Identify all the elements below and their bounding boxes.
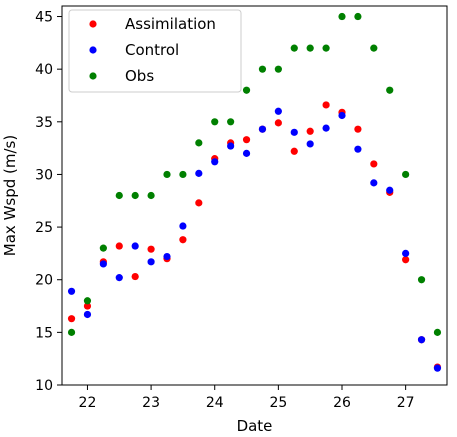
y-tick-label-6: 40 (35, 62, 53, 78)
point-obs-16 (322, 44, 330, 52)
point-obs-6 (163, 170, 171, 179)
point-assimilation-0 (67, 315, 76, 323)
y-tick-label-2: 20 (35, 273, 53, 289)
legend-marker-control (89, 46, 97, 54)
point-control-3 (115, 274, 123, 282)
plot-frame (61, 5, 448, 386)
point-control-0 (67, 287, 76, 295)
plot-layer (67, 12, 442, 372)
point-obs-22 (417, 276, 426, 284)
legend-marker-obs (89, 72, 97, 80)
point-assimilation-19 (370, 160, 378, 168)
legend: Assimilation Control Obs (68, 9, 242, 93)
x-tick-label-0: 22 (79, 395, 97, 411)
point-assimilation-15 (306, 127, 314, 135)
point-control-21 (402, 249, 410, 258)
point-control-10 (227, 142, 235, 150)
point-assimilation-21 (402, 256, 410, 264)
point-obs-8 (195, 139, 203, 147)
point-obs-23 (433, 328, 442, 336)
point-assimilation-13 (274, 119, 282, 127)
point-control-1 (83, 310, 92, 319)
x-tick-label-3: 25 (269, 395, 287, 411)
legend-marker-assimilation (89, 20, 97, 28)
point-assimilation-14 (290, 147, 298, 155)
point-obs-10 (227, 118, 235, 126)
point-control-20 (386, 186, 394, 194)
point-control-5 (147, 258, 155, 266)
point-assimilation-16 (322, 101, 330, 109)
legend-label-obs: Obs (125, 67, 154, 85)
point-assimilation-3 (115, 242, 123, 250)
point-obs-5 (147, 191, 155, 200)
point-obs-3 (115, 191, 123, 200)
point-control-14 (290, 128, 298, 136)
legend-label-control: Control (125, 41, 179, 59)
axes-layer: 22 23 24 25 26 27 10 15 20 25 30 35 40 45 Date Max Wspd… (1, 5, 448, 435)
point-control-12 (258, 125, 267, 133)
point-obs-20 (386, 86, 394, 94)
point-control-23 (433, 364, 442, 372)
point-control-9 (211, 158, 219, 166)
point-assimilation-5 (147, 245, 155, 253)
point-control-7 (179, 222, 187, 230)
point-control-8 (195, 169, 203, 177)
point-obs-0 (67, 328, 76, 336)
point-obs-15 (306, 44, 314, 52)
x-tick-label-5: 27 (397, 395, 415, 411)
point-obs-18 (354, 12, 362, 21)
y-tick-label-1: 15 (35, 325, 53, 341)
point-control-11 (242, 149, 251, 157)
point-obs-14 (290, 44, 298, 52)
point-obs-9 (211, 118, 219, 126)
point-control-6 (163, 252, 171, 261)
point-obs-1 (83, 297, 92, 305)
point-assimilation-8 (195, 199, 203, 207)
point-obs-11 (242, 86, 251, 94)
point-assimilation-4 (131, 272, 139, 281)
legend-box (68, 9, 242, 93)
point-obs-2 (99, 244, 107, 252)
point-control-18 (354, 145, 362, 153)
point-control-17 (338, 111, 346, 120)
point-obs-21 (402, 170, 410, 179)
point-assimilation-1 (83, 302, 92, 310)
y-axis-label: Max Wspd (m/s) (1, 135, 19, 256)
point-control-16 (322, 124, 330, 132)
y-tick-label-0: 10 (35, 378, 53, 394)
x-tick-label-4: 26 (333, 395, 351, 411)
point-control-4 (131, 242, 139, 250)
x-tick-label-1: 23 (142, 395, 160, 411)
point-control-13 (274, 107, 282, 115)
point-obs-13 (274, 65, 282, 73)
point-obs-12 (258, 65, 267, 73)
y-tick-label-3: 25 (35, 220, 53, 236)
y-tick-label-7: 45 (35, 10, 53, 26)
point-obs-17 (338, 12, 346, 21)
point-assimilation-18 (354, 125, 362, 133)
point-assimilation-11 (242, 136, 251, 144)
point-control-15 (306, 140, 314, 148)
legend-label-assimilation: Assimilation (125, 15, 216, 33)
x-tick-label-2: 24 (206, 395, 224, 411)
point-control-19 (370, 179, 378, 187)
y-tick-label-4: 30 (35, 167, 53, 183)
point-obs-7 (179, 170, 187, 179)
point-control-2 (99, 260, 107, 268)
point-obs-4 (131, 191, 139, 200)
point-control-22 (417, 336, 426, 344)
x-axis-label: Date (237, 417, 273, 435)
point-obs-19 (370, 44, 378, 52)
y-tick-label-5: 35 (35, 115, 53, 131)
point-assimilation-7 (179, 236, 187, 244)
